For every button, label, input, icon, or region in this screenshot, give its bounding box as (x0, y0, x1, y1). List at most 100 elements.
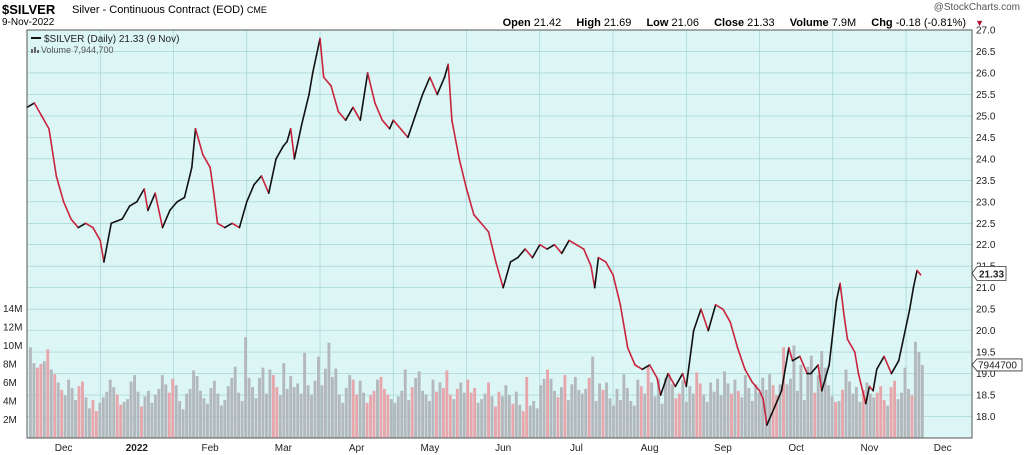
volume-bar (882, 400, 886, 438)
price-segment (612, 273, 622, 306)
price-segment (147, 192, 156, 212)
volume-bar (247, 377, 251, 438)
volume-bar (691, 393, 695, 438)
volume-bar (445, 370, 449, 438)
volume-bar (900, 392, 903, 438)
price-segment (575, 243, 585, 250)
volume-bar (306, 385, 310, 438)
volume-bar (907, 388, 910, 438)
volume-bar (677, 393, 681, 438)
price-tick-label: 19.0 (976, 369, 996, 380)
volume-tick-label: 12M (3, 323, 22, 334)
quote-bar: Open 21.42 High 21.69 Low 21.06 Close 21… (503, 17, 996, 29)
volume-bar (108, 379, 112, 438)
price-segment (465, 188, 475, 216)
volume-bar (702, 394, 706, 438)
volume-bar (913, 341, 917, 438)
volume-bar (802, 400, 806, 438)
price-segment (714, 304, 724, 310)
volume-bar (105, 391, 109, 438)
volume-bar (448, 394, 452, 438)
volume-bar (157, 388, 161, 438)
price-segment (524, 248, 534, 259)
volume-bar (782, 347, 785, 438)
volume-bar (816, 375, 820, 438)
price-segment (161, 209, 171, 229)
price-segment (912, 269, 918, 289)
price-segment (875, 355, 885, 371)
volume-bar (126, 399, 130, 438)
volume-bar (875, 392, 879, 438)
chart-legend: $SILVER (Daily) 21.33 (9 Nov) Volume 7,9… (31, 34, 179, 55)
price-segment (835, 282, 841, 302)
price-segment (593, 256, 600, 289)
price-segment (191, 127, 197, 169)
volume-bar (688, 386, 692, 438)
volume-bar (185, 393, 189, 438)
volume-bar (143, 396, 147, 438)
volume-bar (275, 387, 279, 438)
price-segment (780, 347, 790, 392)
volume-bar (192, 370, 195, 438)
volume-bar (511, 403, 515, 438)
volume-bar (799, 364, 803, 438)
volume-bar (556, 397, 560, 438)
price-segment (300, 93, 310, 126)
volume-bar (792, 345, 796, 438)
volume-bar (695, 372, 699, 438)
volume-bar (362, 392, 366, 438)
volume-bar (452, 399, 456, 438)
volume-bar (618, 400, 622, 438)
volume-bar (726, 383, 730, 438)
volume-bar (712, 391, 716, 438)
volume-bar (91, 400, 95, 438)
high-quote: High 21.69 (576, 17, 632, 29)
price-segment (758, 389, 765, 401)
price-segment (260, 175, 270, 194)
price-segment (344, 106, 354, 121)
price-segment (253, 175, 263, 186)
volume-bar (389, 399, 393, 438)
stockcharts-watermark[interactable]: @StockCharts.com (933, 2, 1020, 13)
price-segment (883, 355, 893, 375)
price-segment (231, 222, 241, 229)
price-segment (473, 213, 482, 225)
volume-bar (747, 388, 751, 438)
volume-bar (195, 376, 199, 438)
price-segment (458, 158, 468, 190)
price-segment (202, 153, 211, 169)
price-segment (311, 54, 318, 74)
time-tick-label: Oct (788, 443, 804, 454)
volume-bar (500, 396, 504, 438)
volume-bar (167, 392, 171, 438)
volume-bar (67, 379, 71, 438)
volume-bar (233, 366, 237, 438)
symbol-description: Silver - Continuous Contract (EOD) CME (72, 4, 267, 16)
price-segment (176, 196, 186, 203)
volume-bar (178, 401, 182, 438)
volume-bar (313, 380, 317, 438)
price-segment (194, 127, 204, 156)
volume-bar (858, 401, 862, 438)
price-segment (656, 377, 662, 396)
volume-bar (153, 394, 157, 438)
volume-bar (330, 376, 334, 438)
volume-bar (553, 390, 556, 438)
volume-bar (674, 398, 678, 438)
price-segment (48, 127, 58, 177)
legend-volume-text: Volume 7,944,700 (41, 45, 114, 55)
volume-bar (29, 347, 32, 438)
volume-bar (386, 394, 390, 438)
volume-bar (577, 389, 581, 438)
volume-bar (851, 393, 855, 438)
time-tick-label: May (420, 443, 439, 454)
volume-bar (480, 399, 484, 438)
price-segment (319, 37, 325, 79)
volume-bar (834, 401, 838, 438)
volume-bar (171, 378, 175, 438)
volume-bar (841, 389, 844, 438)
volume-bar (539, 385, 543, 438)
volume-bar (421, 390, 425, 438)
last-price-box (971, 266, 1007, 281)
volume-bar (282, 363, 286, 438)
